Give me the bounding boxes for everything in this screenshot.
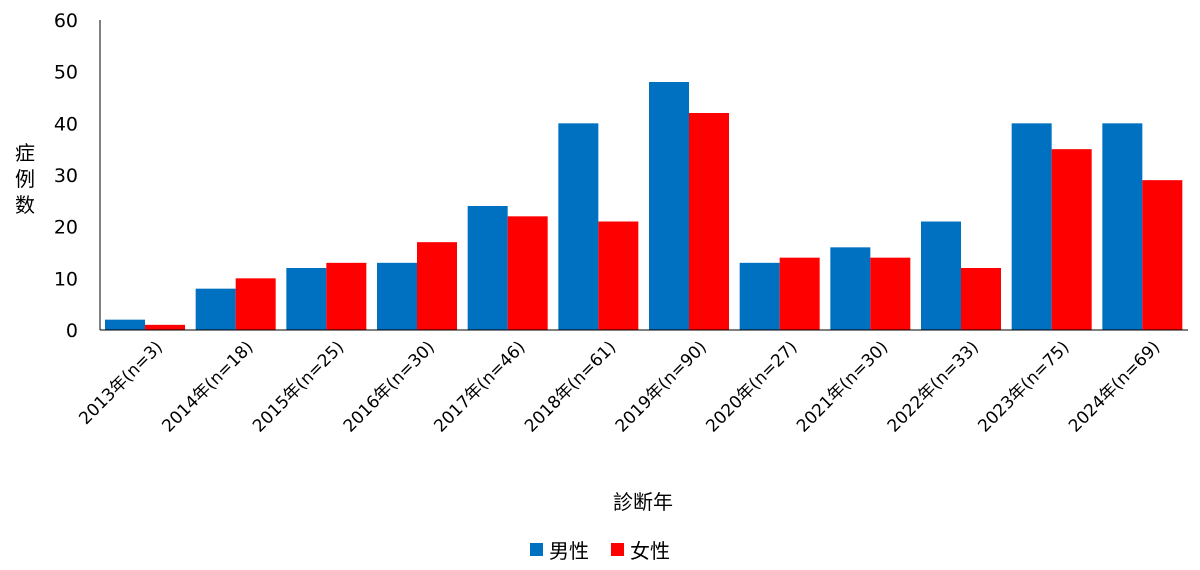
x-axis-ticks: 2013年(n=3)2014年(n=18)2015年(n=25)2016年(n=… [75,337,1164,436]
bar-male [649,82,689,330]
legend-item-male: 男性 [530,535,589,564]
x-axis-title: 診断年 [613,490,673,514]
bar-female [145,324,185,330]
bar-male [1102,123,1143,330]
x-tick-label: 2024年(n=69) [1065,337,1164,436]
bar-female [1051,149,1092,330]
bar-female [235,278,276,330]
y-axis-ticks: 0 10 20 30 40 50 60 [54,10,78,342]
bar-male [105,319,145,330]
bar-female [417,242,457,330]
bar-female [961,268,1001,330]
bar-chart: 0 10 20 30 40 50 60 2013年(n=3)2014年(n=18)2015年… [15,10,1188,514]
bars [105,82,1183,330]
x-tick-label: 2018年(n=61) [521,337,620,436]
x-tick-label: 2015年(n=25) [249,337,348,436]
y-tick-label: 60 [54,10,78,32]
y-axis-title: 症例数 [15,141,35,217]
bar-male [921,221,961,330]
bar-female [598,221,639,330]
bar-female [326,262,367,330]
y-tick-label: 0 [66,320,78,342]
y-tick-label: 10 [54,268,78,290]
legend: 男性 女性 [0,535,1200,564]
bar-male [739,262,780,330]
bar-male [830,247,871,330]
x-tick-label: 2023年(n=75) [974,337,1073,436]
y-tick-label: 50 [54,62,78,84]
x-tick-label: 2020年(n=27) [702,337,801,436]
y-tick-label: 40 [54,113,78,135]
bar-female [779,257,820,330]
bar-female [1142,180,1183,330]
legend-swatch-male [530,543,543,556]
x-tick-label: 2021年(n=30) [793,337,892,436]
bar-male [195,288,236,330]
x-tick-label: 2017年(n=46) [430,337,529,436]
bar-male [558,123,599,330]
x-tick-label: 2019年(n=90) [612,337,711,436]
legend-item-female: 女性 [611,535,670,564]
x-tick-label: 2016年(n=30) [340,337,439,436]
x-tick-label: 2022年(n=33) [884,337,983,436]
bar-male [286,268,327,330]
bar-male [377,262,417,330]
legend-label-female: 女性 [630,539,670,563]
bar-female [507,216,548,330]
bar-male [1011,123,1052,330]
x-tick-label: 2014年(n=18) [158,337,257,436]
x-tick-label: 2013年(n=3) [75,337,166,428]
legend-label-male: 男性 [549,539,589,563]
bar-female [870,257,911,330]
y-tick-label: 20 [54,217,78,239]
legend-swatch-female [611,543,624,556]
bar-female [689,113,729,330]
bar-male [467,206,508,330]
y-tick-label: 30 [54,165,78,187]
